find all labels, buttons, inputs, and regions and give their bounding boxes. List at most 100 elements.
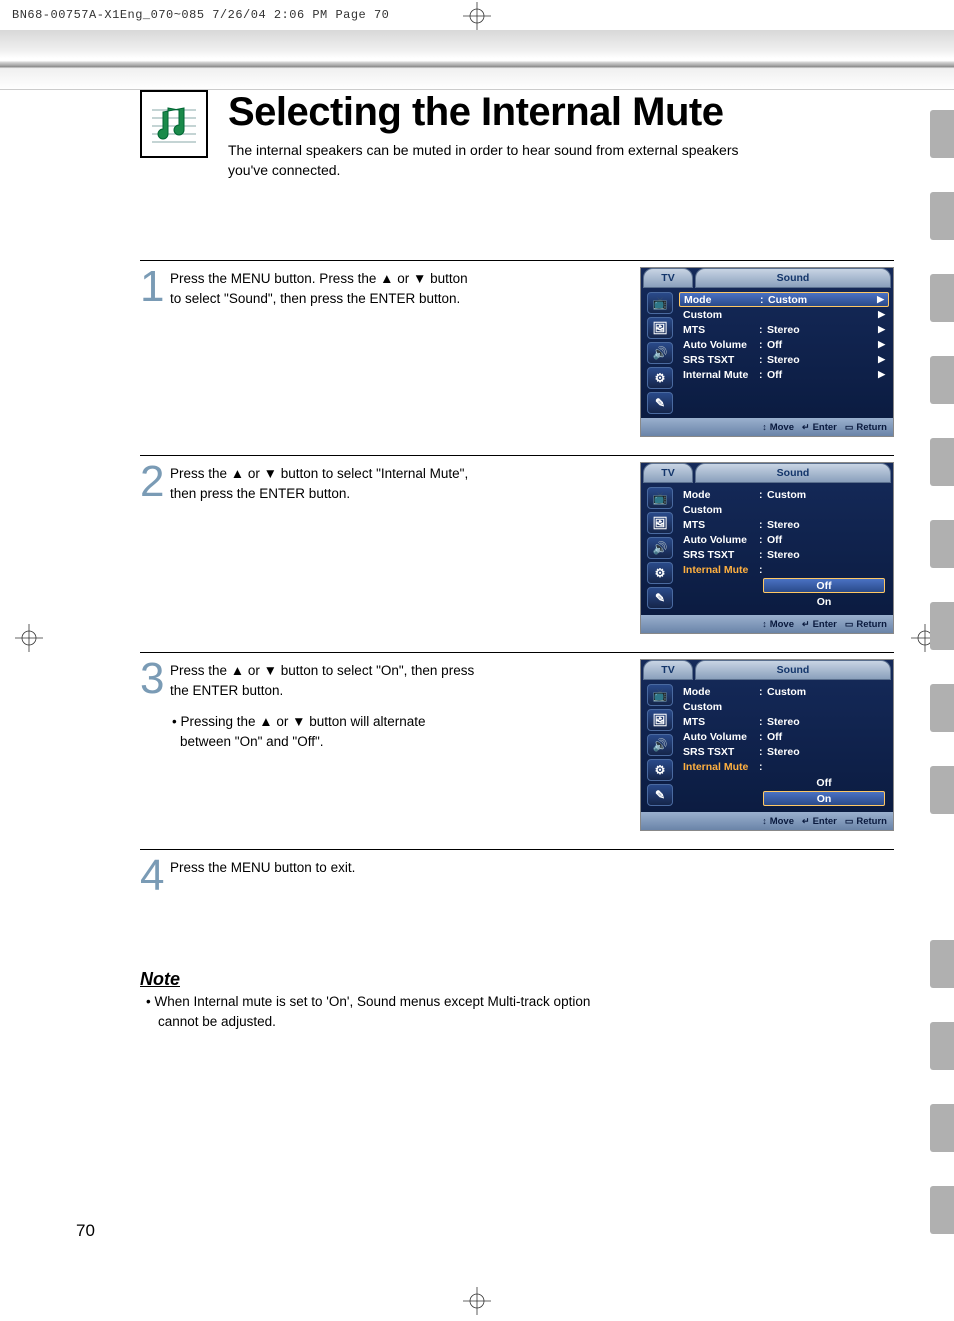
tv-menu-panel: TVSound📺🖼🔊⚙✎Mode:CustomCustomMTS:StereoA… [640,659,894,831]
tv-row-value: Stereo [767,324,875,336]
tv-tab-sound: Sound [695,463,891,483]
tv-menu-row: MTS:Stereo [679,714,889,729]
step-text: Press the MENU button to exit. [170,858,355,878]
tv-row-label: Internal Mute [683,761,759,773]
tv-category-icon: ✎ [647,784,673,806]
tv-row-value: Stereo [767,519,875,531]
tv-menu-row: MTS:Stereo [679,517,889,532]
crop-mark-bottom [463,1287,491,1315]
tv-menu-row: MTS:Stereo▶ [679,322,889,337]
tv-footer-label: Move [770,619,794,630]
tv-row-label: Auto Volume [683,731,759,743]
step-subtext: • Pressing the ▲ or ▼ button will altern… [170,712,480,751]
tv-row-label: SRS TSXT [683,549,759,561]
tv-row-label: MTS [683,324,759,336]
tv-row-label: MTS [683,716,759,728]
note-heading: Note [140,969,894,990]
chevron-right-icon: ▶ [875,369,885,380]
tv-menu-row: Internal Mute: [679,562,889,577]
tv-category-icon: 🔊 [647,734,673,756]
tv-row-label: Internal Mute [683,564,759,576]
tv-menu-row: Mode:Custom [679,487,889,502]
tv-menu-row: Custom [679,699,889,714]
tv-menu-panel: TVSound📺🖼🔊⚙✎Mode:CustomCustomMTS:StereoA… [640,462,894,634]
tv-footer-label: Return [856,422,887,433]
tv-menu-row: Internal Mute: [679,759,889,774]
tv-row-value: Off [767,731,875,743]
tv-category-icons: 📺🖼🔊⚙✎ [641,288,679,418]
tv-row-value: Off [767,534,875,546]
tv-menu-row: SRS TSXT:Stereo [679,547,889,562]
tv-tab-sound: Sound [695,268,891,288]
tv-menu-row: Auto Volume:Off [679,532,889,547]
step-number: 1 [140,267,166,437]
tv-row-value: Custom [768,294,874,306]
instruction-step: 2Press the ▲ or ▼ button to select "Inte… [140,455,894,634]
chevron-right-icon: ▶ [874,294,884,305]
tv-category-icon: ✎ [647,587,673,609]
tv-menu-row: Custom [679,502,889,517]
tv-row-value: Custom [767,489,875,501]
music-icon [140,90,208,158]
enter-icon: ↵ [802,816,810,827]
tv-footer-label: Return [856,816,887,827]
tv-row-label: Auto Volume [683,534,759,546]
tv-menu-row: Internal Mute:Off▶ [679,367,889,382]
tv-row-label: Mode [684,294,760,306]
instruction-step: 3Press the ▲ or ▼ button to select "On",… [140,652,894,831]
tv-row-label: SRS TSXT [683,354,759,366]
tv-row-label: Mode [683,686,759,698]
chevron-right-icon: ▶ [875,324,885,335]
instruction-step: 4Press the MENU button to exit. [140,849,894,899]
tv-footer-label: Move [770,422,794,433]
tv-footer-label: Move [770,816,794,827]
tv-menu-row: SRS TSXT:Stereo [679,744,889,759]
tv-category-icon: ✎ [647,392,673,414]
decorative-top-bar [0,30,954,90]
tv-category-icon: 🖼 [647,317,673,339]
tv-option: Off [763,578,885,593]
tv-menu-row: Custom▶ [679,307,889,322]
tv-tab-tv: TV [643,268,693,288]
tv-menu-row: Mode:Custom [679,684,889,699]
step-number: 3 [140,659,166,831]
tv-footer-label: Enter [813,816,837,827]
tv-menu-panel: TVSound📺🖼🔊⚙✎Mode:Custom▶Custom▶MTS:Stere… [640,267,894,437]
tv-footer-label: Return [856,619,887,630]
tv-row-label: Custom [683,701,759,713]
tv-row-value: Off [767,369,875,381]
tv-menu-row: Auto Volume:Off▶ [679,337,889,352]
chevron-right-icon: ▶ [875,339,885,350]
tv-row-label: Internal Mute [683,369,759,381]
chevron-right-icon: ▶ [875,354,885,365]
tv-row-label: SRS TSXT [683,746,759,758]
instruction-step: 1Press the MENU button. Press the ▲ or ▼… [140,260,894,437]
tv-footer-label: Enter [813,422,837,433]
step-text: Press the ▲ or ▼ button to select "Inter… [170,464,480,503]
tv-row-value: Stereo [767,549,875,561]
tv-category-icons: 📺🖼🔊⚙✎ [641,483,679,615]
enter-icon: ↵ [802,422,810,433]
tv-row-label: MTS [683,519,759,531]
return-icon: ▭ [845,619,854,630]
tv-footer: ↕Move↵Enter▭Return [641,418,893,436]
tv-row-label: Auto Volume [683,339,759,351]
tv-row-value: Custom [767,686,875,698]
tv-category-icon: 🔊 [647,342,673,364]
tv-category-icon: 🔊 [647,537,673,559]
return-icon: ▭ [845,816,854,827]
tv-category-icon: 📺 [647,487,673,509]
page-title: Selecting the Internal Mute [228,90,748,135]
tv-category-icon: ⚙ [647,759,673,781]
move-icon: ↕ [762,422,767,432]
step-number: 2 [140,462,166,634]
tv-option: On [763,594,885,609]
tv-category-icon: ⚙ [647,562,673,584]
tv-row-value: Stereo [767,746,875,758]
tv-tab-tv: TV [643,660,693,680]
tv-footer: ↕Move↵Enter▭Return [641,812,893,830]
tv-option: Off [763,775,885,790]
tv-category-icon: 📺 [647,684,673,706]
chevron-right-icon: ▶ [875,309,885,320]
tv-tab-sound: Sound [695,660,891,680]
